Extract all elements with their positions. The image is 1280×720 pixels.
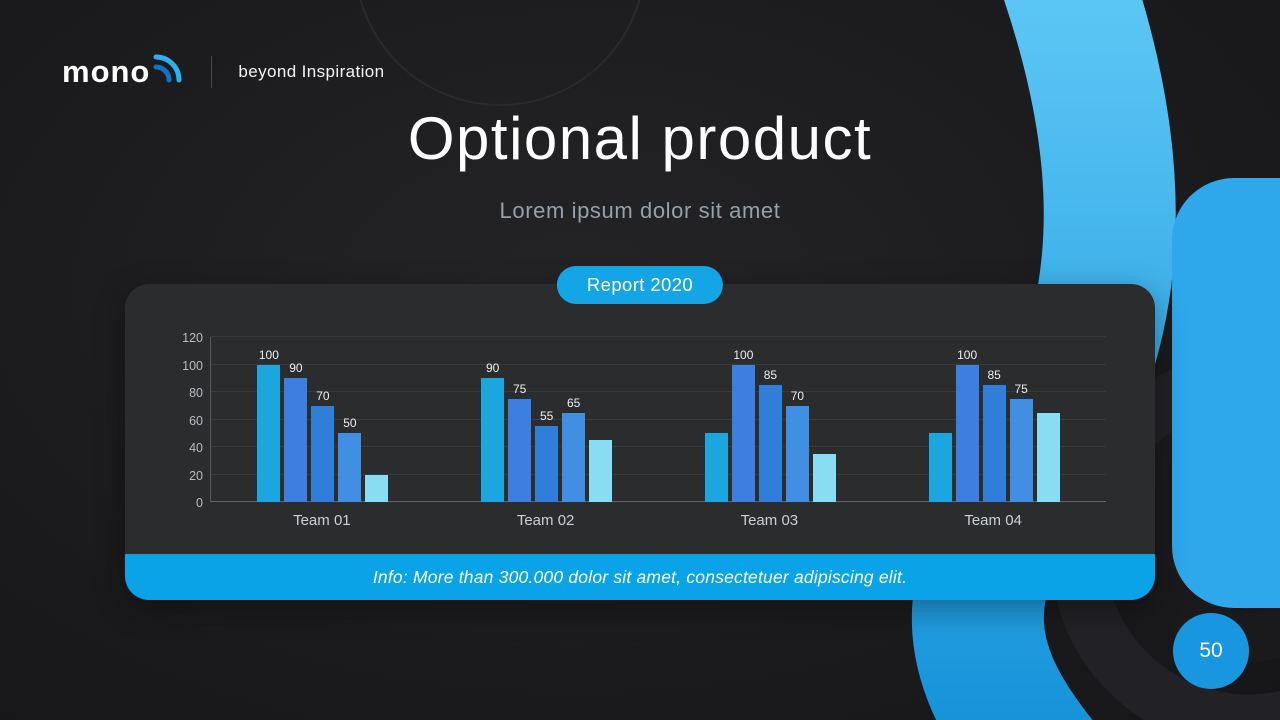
bar: 85 (982, 368, 1006, 502)
decor-ring-bottom-inner (1138, 442, 1280, 662)
bar-group: 90 75 55 65 (435, 337, 659, 502)
bar (704, 433, 728, 502)
bar: 65 (562, 396, 586, 502)
bar-value-label: 85 (987, 368, 1001, 383)
gridline (211, 391, 1106, 392)
bar-value-label: 90 (289, 361, 303, 376)
bar-group: 100 85 75 (882, 337, 1106, 502)
page-number: 50 (1199, 639, 1223, 662)
bar: 75 (1009, 382, 1033, 502)
bar-value-label: 90 (485, 361, 500, 376)
bar: 70 (311, 389, 335, 502)
bar: 100 (257, 348, 281, 502)
bar (928, 433, 952, 502)
bar-value-label: 85 (763, 368, 778, 383)
x-axis-label: Team 02 (516, 512, 575, 529)
brand-tagline: beyond Inspiration (238, 62, 385, 81)
bar-value-label: 100 (733, 347, 754, 362)
y-tick-label: 60 (189, 413, 203, 428)
bar-groups: 100 90 70 50 90 75 55 65 100 85 70 100 85 75 (211, 337, 1106, 502)
bar-value-label: 75 (512, 381, 527, 396)
bar-value-label: 55 (539, 409, 554, 424)
info-bar: Info: More than 300.000 dolor sit amet, … (125, 554, 1155, 600)
divider (211, 56, 213, 88)
bar-group: 100 90 70 50 (211, 337, 435, 502)
y-axis: 0 20 40 60 80 100 120 (155, 331, 203, 510)
bar: 70 (785, 389, 809, 502)
gridline (211, 418, 1106, 420)
bar-value-label: 75 (1014, 381, 1028, 396)
slide-title: Optional product (407, 105, 873, 172)
bar-group: 100 85 70 (659, 337, 883, 502)
bar-value-label: 100 (957, 347, 978, 362)
bar-value-label: 50 (343, 416, 357, 431)
bar-value-label: 70 (790, 388, 805, 403)
y-tick-label: 0 (196, 496, 203, 510)
gridline (211, 363, 1106, 365)
report-badge: Report 2020 (556, 266, 724, 304)
logo-text: mono (62, 54, 151, 89)
decor-right-blob (1172, 178, 1280, 608)
x-axis-label: Team 01 (293, 512, 351, 529)
bar: 100 (955, 348, 979, 502)
arc-swoosh-icon (153, 54, 182, 83)
plot-area: 100 90 70 50 90 75 55 65 100 85 70 100 85 75 (210, 336, 1106, 502)
bar (812, 453, 836, 502)
decor-ring-top (359, 0, 641, 106)
bar: 75 (508, 382, 532, 502)
bar: 50 (338, 416, 362, 502)
y-tick-label: 100 (182, 358, 203, 373)
chart-panel: 0 20 40 60 80 100 120 100 90 70 50 90 75 55 65 100 85 70… (125, 284, 1155, 600)
bar (589, 440, 613, 502)
y-tick-label: 40 (189, 441, 203, 455)
page-number-badge: 50 (1173, 613, 1249, 689)
bar (1036, 412, 1060, 502)
gridline (211, 501, 1106, 502)
bar: 90 (284, 361, 308, 502)
bar: 100 (731, 348, 755, 502)
y-tick-label: 20 (189, 468, 203, 483)
brand-header: mono beyond Inspiration (62, 54, 385, 90)
bar: 90 (481, 361, 505, 502)
bar: 55 (535, 409, 559, 502)
x-axis-label: Team 03 (740, 512, 799, 529)
gridline (211, 446, 1106, 447)
y-tick-label: 80 (189, 386, 203, 400)
bar: 85 (758, 368, 782, 502)
bar-value-label: 65 (566, 395, 581, 410)
y-tick-label: 120 (182, 331, 203, 345)
slide-subtitle: Lorem ipsum dolor sit amet (499, 198, 781, 223)
bar-value-label: 100 (258, 347, 279, 362)
bar-value-label: 70 (316, 388, 330, 403)
gridline (211, 336, 1106, 337)
info-text: Info: More than 300.000 dolor sit amet, … (372, 566, 908, 587)
bar (365, 474, 389, 502)
x-axis-labels: Team 01 Team 02 Team 03 Team 04 (210, 512, 1105, 529)
x-axis-label: Team 04 (964, 512, 1022, 529)
gridline (211, 473, 1106, 475)
